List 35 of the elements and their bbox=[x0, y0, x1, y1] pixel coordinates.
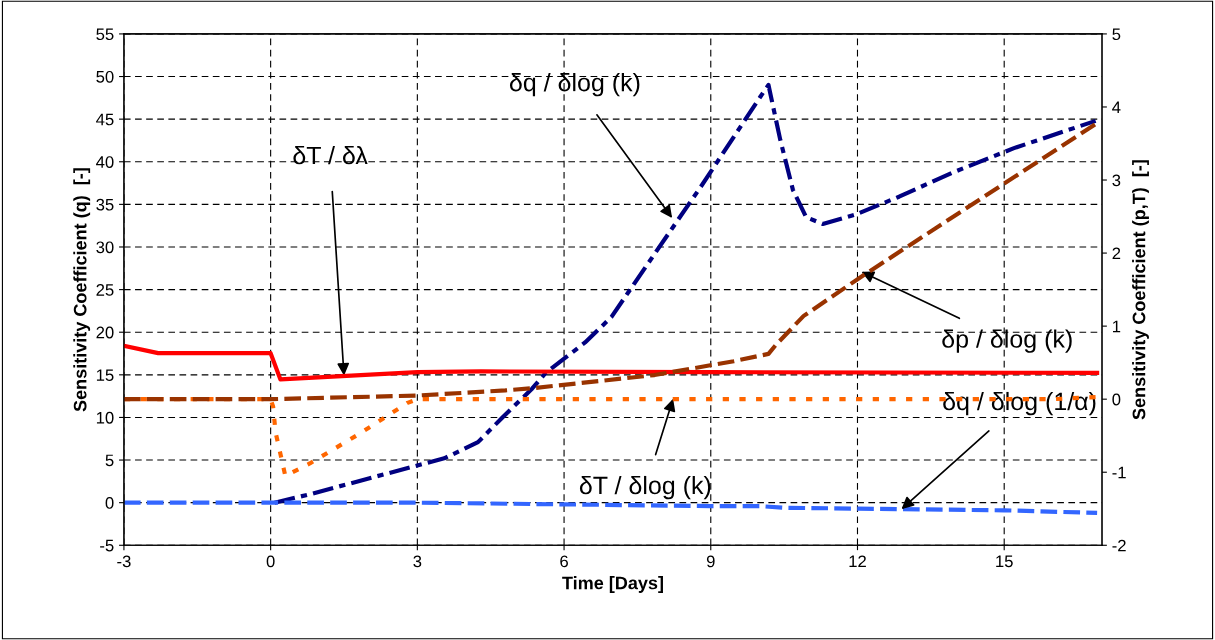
y-tick-label: 55 bbox=[96, 28, 114, 41]
y2-tick-label: -1 bbox=[1112, 466, 1126, 479]
y2-tick-label: 4 bbox=[1112, 101, 1121, 114]
y-tick-label: 30 bbox=[96, 241, 114, 254]
y-tick-label: -5 bbox=[100, 539, 114, 552]
x-tick-label: 3 bbox=[413, 555, 422, 568]
y2-tick-label: 0 bbox=[1112, 393, 1121, 406]
y2-tick-label: 5 bbox=[1112, 28, 1121, 41]
y2-tick-label: 3 bbox=[1112, 174, 1121, 187]
y-tick-label: 0 bbox=[105, 497, 114, 509]
y2-tick-label: 1 bbox=[1113, 320, 1121, 333]
annotation: δT / δlog (k) bbox=[579, 475, 711, 500]
y2-tick-label: -2 bbox=[1112, 539, 1126, 552]
y-tick-label: 15 bbox=[96, 369, 114, 382]
y-tick-label: 10 bbox=[96, 411, 114, 424]
x-axis-title: Time [Days] bbox=[562, 576, 663, 593]
x-tick-label: -3 bbox=[117, 555, 131, 568]
y-tick-label: 50 bbox=[96, 70, 114, 83]
y-tick-label: 45 bbox=[96, 113, 114, 126]
y-axis-title: Sensitivity Coefficient (q) [-] bbox=[73, 168, 91, 412]
x-tick-label: 9 bbox=[706, 555, 715, 568]
y2-tick-label: 2 bbox=[1112, 247, 1121, 260]
y-tick-label: 25 bbox=[96, 284, 114, 296]
y-tick-label: 5 bbox=[105, 454, 114, 467]
annotation: δT / δλ bbox=[293, 145, 368, 165]
x-tick-label: 0 bbox=[266, 555, 275, 568]
x-tick-label: 15 bbox=[996, 555, 1013, 568]
annotation: δp / δlog (k) bbox=[942, 329, 1072, 353]
y-tick-label: 20 bbox=[96, 326, 114, 339]
x-tick-label: 6 bbox=[560, 555, 568, 568]
y2-axis-title: Sensitivity Coefficient (p,T) [-] bbox=[1132, 160, 1149, 420]
y-tick-label: 35 bbox=[96, 198, 114, 211]
line-series bbox=[123, 500, 1100, 515]
y-tick-label: 40 bbox=[96, 156, 114, 168]
x-tick-label: 12 bbox=[849, 555, 866, 568]
